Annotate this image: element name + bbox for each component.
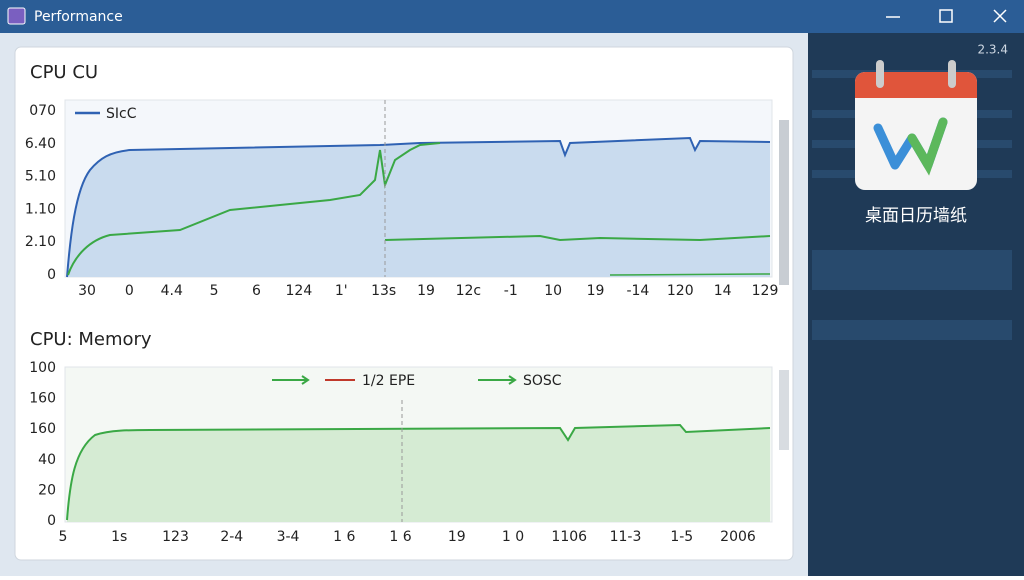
x-tick-label: 123 — [162, 529, 189, 545]
line — [66, 136, 771, 278]
x-tick-label: 3-4 — [277, 529, 300, 545]
panel-title: CPU: Memory — [30, 329, 152, 350]
x-tick-label: 2006 — [720, 529, 756, 545]
x-tick-label: 2-4 — [220, 529, 243, 545]
x-tick-label: 6 — [252, 283, 261, 299]
x-tick-label: 19 — [448, 529, 466, 545]
legend-label: SIcC — [106, 106, 137, 122]
panel-title: CPU CU — [30, 62, 98, 83]
app-icon — [7, 7, 26, 25]
x-tick-label: 0 — [125, 283, 134, 299]
y-tick-label: 100 — [29, 360, 56, 376]
x-tick-label: 1' — [335, 283, 348, 299]
line — [66, 423, 771, 521]
legend-swatch — [478, 375, 517, 385]
y-tick-label: 5.10 — [25, 169, 56, 185]
x-tick-label: 5 — [210, 283, 219, 299]
line — [609, 273, 771, 276]
x-tick-label: 13s — [371, 283, 396, 299]
calendar-icon[interactable] — [855, 60, 977, 190]
x-tick-label: 12c — [456, 283, 482, 299]
legend-label: 1/2 EPE — [362, 373, 415, 389]
title-bar — [0, 0, 1024, 33]
area — [67, 138, 770, 277]
x-tick-label: 5 — [59, 529, 68, 545]
x-tick-label: 1s — [111, 529, 127, 545]
x-tick-label: 30 — [78, 283, 96, 299]
legend-swatch — [272, 375, 310, 385]
x-tick-label: 1 6 — [333, 529, 355, 545]
y-tick-label: 160 — [29, 391, 56, 407]
legend-label: SOSC — [523, 373, 562, 389]
y-tick-label: 070 — [29, 103, 56, 119]
x-tick-label: 14 — [714, 283, 732, 299]
x-tick-label: 129 — [752, 283, 779, 299]
x-tick-label: 124 — [286, 283, 313, 299]
maximize[interactable] — [939, 9, 953, 23]
x-tick-label: 11-3 — [610, 529, 642, 545]
x-tick-label: 1106 — [551, 529, 587, 545]
x-tick-label: -14 — [626, 283, 649, 299]
window-title: Performance — [34, 9, 123, 25]
x-tick-label: 120 — [667, 283, 694, 299]
y-tick-label: 0 — [47, 513, 56, 529]
x-tick-label: 4.4 — [161, 283, 183, 299]
x-tick-label: -1 — [504, 283, 518, 299]
x-tick-label: 19 — [417, 283, 435, 299]
y-tick-label: 0 — [47, 267, 56, 283]
y-tick-label: 2.10 — [25, 234, 56, 250]
x-tick-label: 19 — [587, 283, 605, 299]
app-label[interactable]: 桌面日历墙纸 — [865, 206, 967, 226]
y-tick-label: 20 — [38, 482, 56, 498]
y-tick-label: 6.40 — [25, 136, 56, 152]
x-tick-label: 1 6 — [389, 529, 411, 545]
line — [67, 142, 441, 276]
y-tick-label: 160 — [29, 421, 56, 437]
x-tick-label: 10 — [544, 283, 562, 299]
close[interactable] — [993, 9, 1007, 23]
x-tick-label: 1-5 — [670, 529, 693, 545]
area — [67, 425, 770, 522]
y-tick-label: 40 — [38, 452, 56, 468]
version: 2.3.4 — [977, 43, 1008, 57]
line — [384, 234, 771, 242]
x-tick-label: 1 0 — [502, 529, 524, 545]
scrollbar[interactable] — [779, 120, 789, 285]
y-tick-label: 1.10 — [25, 201, 56, 217]
scrollbar[interactable] — [779, 370, 789, 450]
